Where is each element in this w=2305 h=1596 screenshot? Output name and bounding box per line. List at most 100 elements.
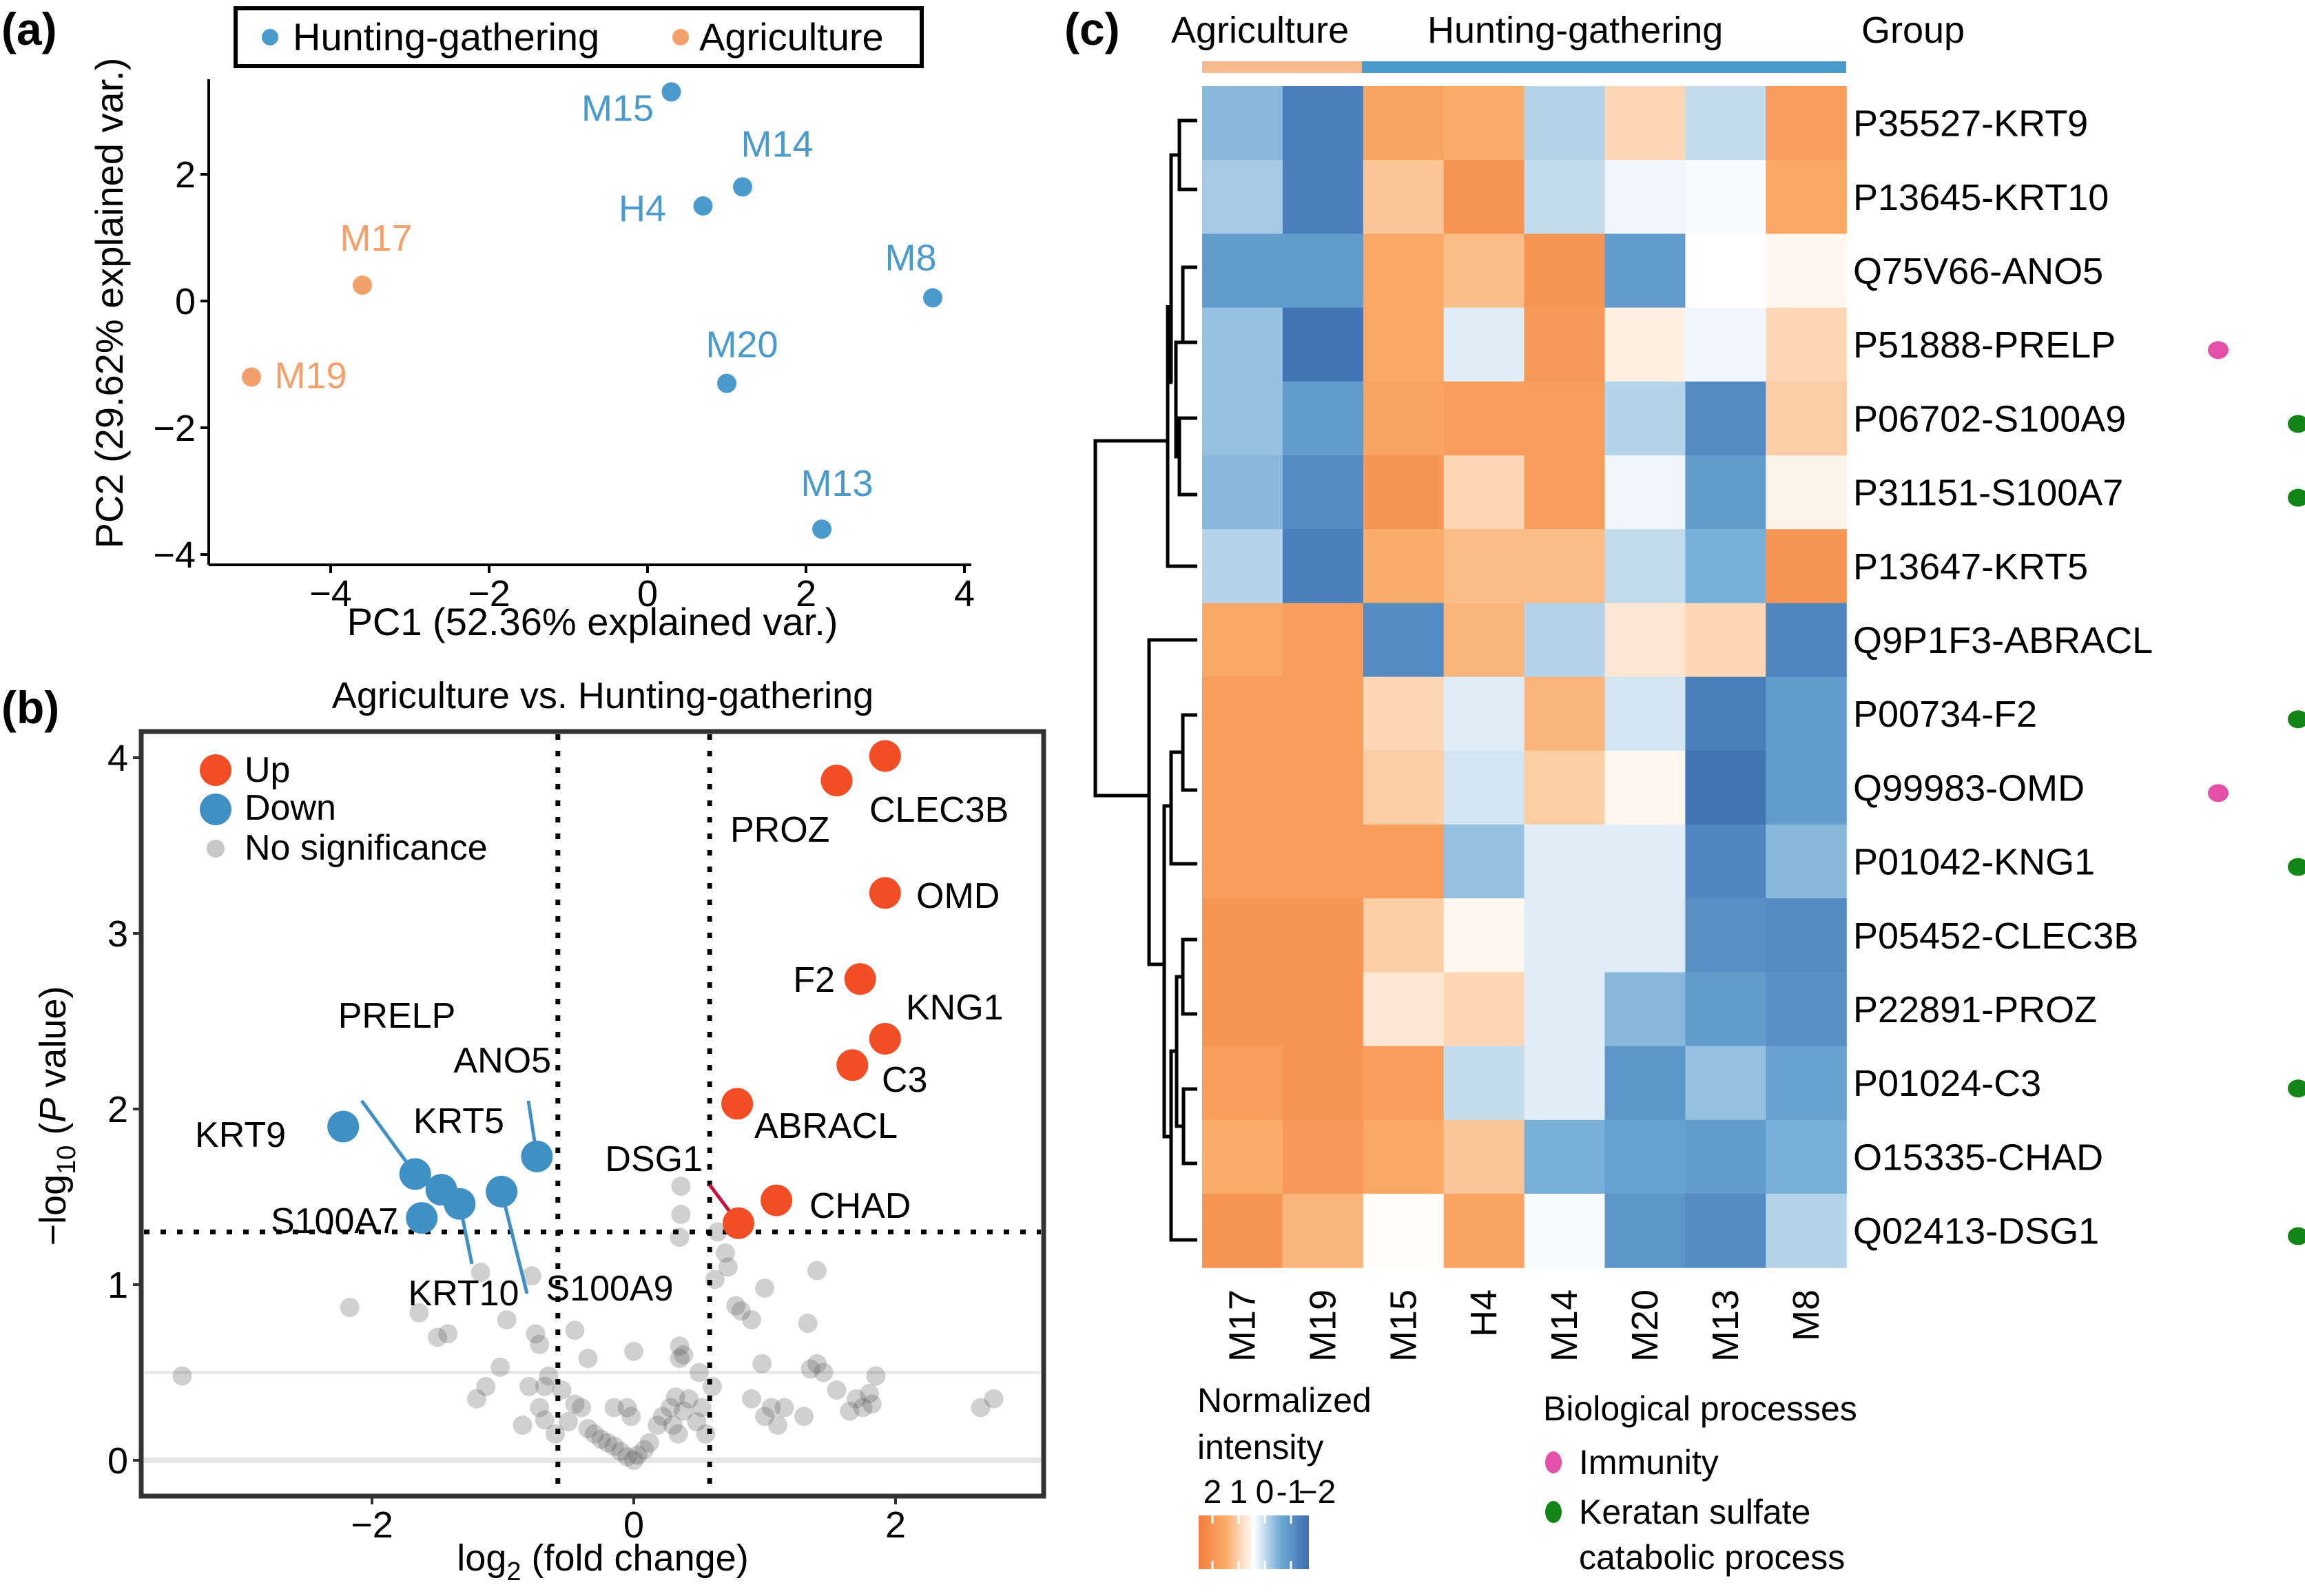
volcano-point-no-significance [490,1357,510,1377]
heatmap-cell [1282,825,1364,899]
volcano-point-no-significance [705,1269,725,1289]
heatmap-cell [1443,1194,1525,1268]
y-label-rest1: ( [32,1123,74,1146]
volcano-point-no-significance [628,1445,648,1465]
pca-x-tick-label: 2 [796,573,816,614]
heatmap-row-label: P01042-KNG1 [1853,842,2095,883]
volcano-y-tick-label: 2 [107,1089,128,1130]
volcano-point-no-significance [639,1433,659,1453]
volcano-point-no-significance [726,1296,746,1316]
pca-y-tick-label: 2 [175,154,196,196]
heatmap-cell [1443,1046,1525,1121]
volcano-point-no-significance [768,1416,787,1435]
volcano-point-no-significance [742,1389,761,1409]
volcano-point-no-significance [674,1401,694,1421]
volcano-point-no-significance [984,1389,1004,1409]
dendro-branch [1169,1049,1197,1242]
volcano-point-no-significance [565,1394,585,1414]
heatmap-cell [1363,234,1445,309]
heatmap-cell [1282,603,1364,678]
heatmap-cell [1604,825,1686,899]
colorbar-tick-label: 0 [1256,1474,1274,1511]
heatmap-row-label: P01024-C3 [1853,1063,2041,1104]
heatmap-cell [1524,676,1606,752]
volcano-point-down [327,1110,360,1143]
panel-label-c: (c) [1064,3,1120,54]
immunity-legend-dot [1545,1451,1562,1473]
volcano-point-no-significance [761,1398,781,1418]
heatmap-cell [1282,750,1364,825]
volcano-point-no-significance [692,1398,712,1418]
volcano-point-no-significance [617,1447,637,1467]
heatmap-cell [1202,676,1283,752]
heatmap-cell [1363,603,1445,678]
volcano-point-no-significance [668,1424,688,1444]
heatmap-row-label: P22891-PROZ [1853,989,2097,1030]
heatmap-cell [1604,529,1686,603]
pca-point [661,82,681,102]
volcano-point-no-significance [530,1334,550,1354]
heatmap-cell [1766,307,1847,382]
heatmap-cell [1604,1119,1686,1194]
volcano-point-no-significance [513,1416,533,1435]
volcano-point-no-significance [535,1410,555,1430]
heatmap-cell [1766,825,1847,899]
pca-point [242,367,261,387]
heatmap-column-label: M20 [1624,1289,1666,1362]
pca-legend-hg-swatch [262,29,278,45]
heatmap-row-label: P31151-S100A7 [1853,473,2123,514]
legend-up-swatch [200,754,231,786]
volcano-x-label: log2 (fold change) [457,1537,748,1586]
volcano-point-no-significance [679,1389,699,1409]
volcano-point-no-significance [742,1310,761,1329]
heatmap-cell [1604,160,1686,234]
volcano-point-no-significance [604,1436,624,1456]
heatmap-cell [1443,234,1525,309]
volcano-point-label: PROZ [730,810,829,850]
group-bar-hunting [1362,61,1846,73]
heatmap-cell [1766,1194,1847,1268]
volcano-point-no-significance [827,1380,847,1400]
heatmap-cell [1766,676,1847,752]
volcano-point-no-significance [774,1398,794,1418]
heatmap-cell [1443,972,1525,1047]
y-label-p: P [32,1098,74,1123]
volcano-point-no-significance [428,1327,447,1347]
pca-point-label: M14 [741,123,813,165]
volcano-point-up [721,1088,754,1120]
volcano-point-no-significance [476,1376,496,1396]
heatmap-cell [1202,86,1283,160]
heatmap-cell [1524,972,1606,1047]
heatmap-cell [1524,750,1606,825]
heatmap-cell [1604,455,1686,530]
volcano-point-no-significance [661,1398,681,1418]
heatmap-cell [1443,455,1525,530]
heatmap-row-label: P06702-S100A9 [1853,398,2126,439]
heatmap-cell [1443,898,1525,973]
heatmap-cell [1282,160,1364,234]
heatmap-row-label: Q02413-DSG1 [1853,1211,2099,1252]
panel-label-a: (a) [1,3,57,54]
volcano-point-up [869,877,901,909]
volcano-point-no-significance [559,1411,578,1431]
volcano-plot-frame [138,729,1046,1499]
pca-legend-box [234,6,924,68]
dendro-root [1093,439,1168,798]
volcano-point-label: KNG1 [906,988,1004,1028]
heatmap-row-label: Q99983-OMD [1853,767,2085,809]
immunity-annotation-dot [2208,784,2229,802]
heatmap-row-label: Q75V66-ANO5 [1853,251,2103,292]
heatmap-cell [1363,1194,1445,1268]
dendro-branch [1181,265,1197,344]
immunity-legend-label: Immunity [1579,1443,1719,1482]
heatmap-cell [1363,86,1445,160]
volcano-point-no-significance [611,1442,630,1462]
pca-point [733,177,752,197]
volcano-point-no-significance [755,1278,774,1298]
heatmap-cell [1604,381,1686,456]
volcano-point-label: ABRACL [754,1106,898,1146]
volcano-point-no-significance [497,1310,517,1329]
volcano-point-no-significance [718,1257,738,1277]
heatmap-cell [1766,898,1847,973]
volcano-point-up [844,963,876,995]
